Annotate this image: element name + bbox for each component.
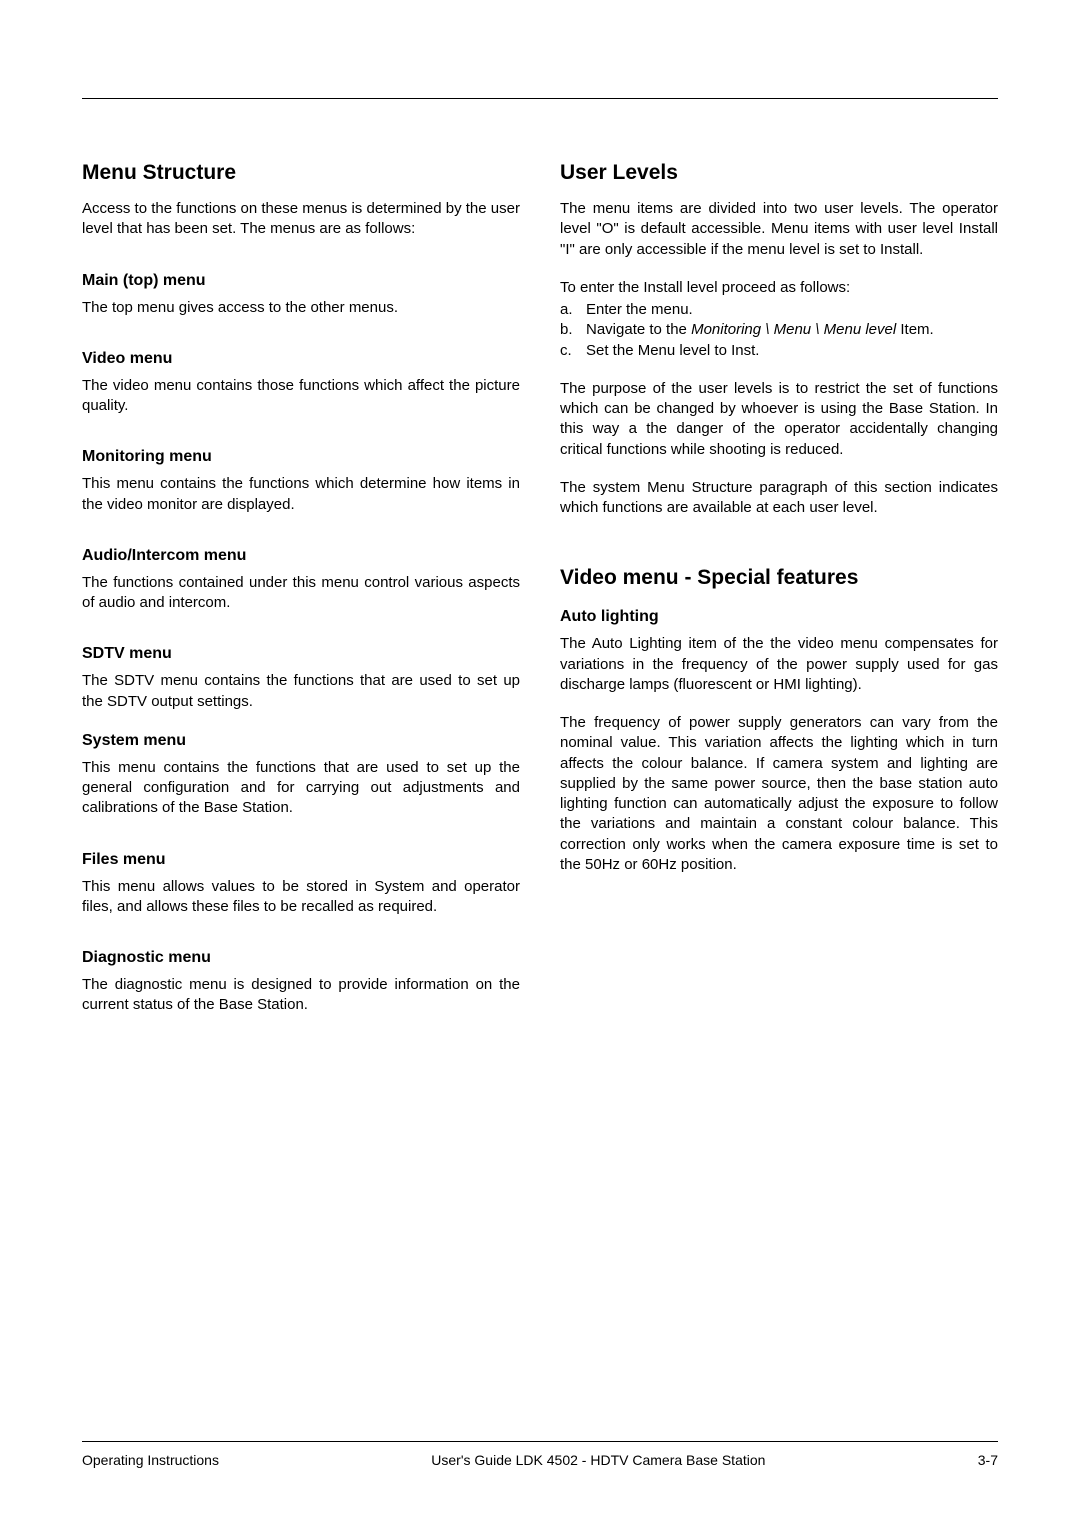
para-to-enter: To enter the Install level proceed as fo…: [560, 278, 998, 298]
para-auto-lighting-1: The Auto Lighting item of the the video …: [560, 634, 998, 695]
heading-diagnostic-menu: Diagnostic menu: [82, 949, 520, 967]
section-spacer: [560, 518, 998, 566]
heading-monitoring-menu: Monitoring menu: [82, 448, 520, 466]
list-marker: a.: [560, 300, 586, 320]
right-column: User Levels The menu items are divided i…: [560, 161, 998, 1016]
para-system-indicates: The system Menu Structure paragraph of t…: [560, 478, 998, 519]
para-sdtv-menu: The SDTV menu contains the functions tha…: [82, 671, 520, 712]
bottom-rule: [82, 1441, 998, 1442]
footer-right: 3-7: [978, 1452, 998, 1468]
para-purpose: The purpose of the user levels is to res…: [560, 379, 998, 460]
left-column: Menu Structure Access to the functions o…: [82, 161, 520, 1016]
heading-menu-structure: Menu Structure: [82, 161, 520, 185]
list-text-prefix: Navigate to the: [586, 321, 691, 338]
para-system-menu: This menu contains the functions that ar…: [82, 758, 520, 819]
list-marker: b.: [560, 320, 586, 340]
page-footer: Operating Instructions User's Guide LDK …: [82, 1441, 998, 1468]
list-item: b. Navigate to the Monitoring \ Menu \ M…: [560, 320, 998, 340]
heading-video-special: Video menu - Special features: [560, 566, 998, 590]
para-video-menu: The video menu contains those functions …: [82, 376, 520, 417]
list-text-italic: Monitoring \ Menu \ Menu level: [691, 321, 896, 338]
top-rule: [82, 98, 998, 99]
list-marker: c.: [560, 341, 586, 361]
list-item: c. Set the Menu level to Inst.: [560, 341, 998, 361]
list-text: Enter the menu.: [586, 300, 998, 320]
list-text: Navigate to the Monitoring \ Menu \ Menu…: [586, 320, 998, 340]
heading-user-levels: User Levels: [560, 161, 998, 185]
para-menu-structure: Access to the functions on these menus i…: [82, 199, 520, 240]
heading-files-menu: Files menu: [82, 851, 520, 869]
footer-left: Operating Instructions: [82, 1452, 219, 1468]
install-steps-list: a. Enter the menu. b. Navigate to the Mo…: [560, 300, 998, 361]
footer-center: User's Guide LDK 4502 - HDTV Camera Base…: [219, 1452, 978, 1468]
para-auto-lighting-2: The frequency of power supply generators…: [560, 713, 998, 875]
heading-audio-menu: Audio/Intercom menu: [82, 547, 520, 565]
para-files-menu: This menu allows values to be stored in …: [82, 877, 520, 918]
list-text-suffix: Item.: [896, 321, 934, 338]
list-item: a. Enter the menu.: [560, 300, 998, 320]
para-main-menu: The top menu gives access to the other m…: [82, 298, 520, 318]
list-text: Set the Menu level to Inst.: [586, 341, 998, 361]
para-monitoring-menu: This menu contains the functions which d…: [82, 474, 520, 515]
para-audio-menu: The functions contained under this menu …: [82, 573, 520, 614]
para-diagnostic-menu: The diagnostic menu is designed to provi…: [82, 975, 520, 1016]
heading-video-menu: Video menu: [82, 350, 520, 368]
heading-system-menu: System menu: [82, 732, 520, 750]
heading-main-menu: Main (top) menu: [82, 272, 520, 290]
footer-row: Operating Instructions User's Guide LDK …: [82, 1452, 998, 1468]
content-columns: Menu Structure Access to the functions o…: [82, 161, 998, 1016]
para-user-levels: The menu items are divided into two user…: [560, 199, 998, 260]
heading-auto-lighting: Auto lighting: [560, 608, 998, 626]
heading-sdtv-menu: SDTV menu: [82, 645, 520, 663]
